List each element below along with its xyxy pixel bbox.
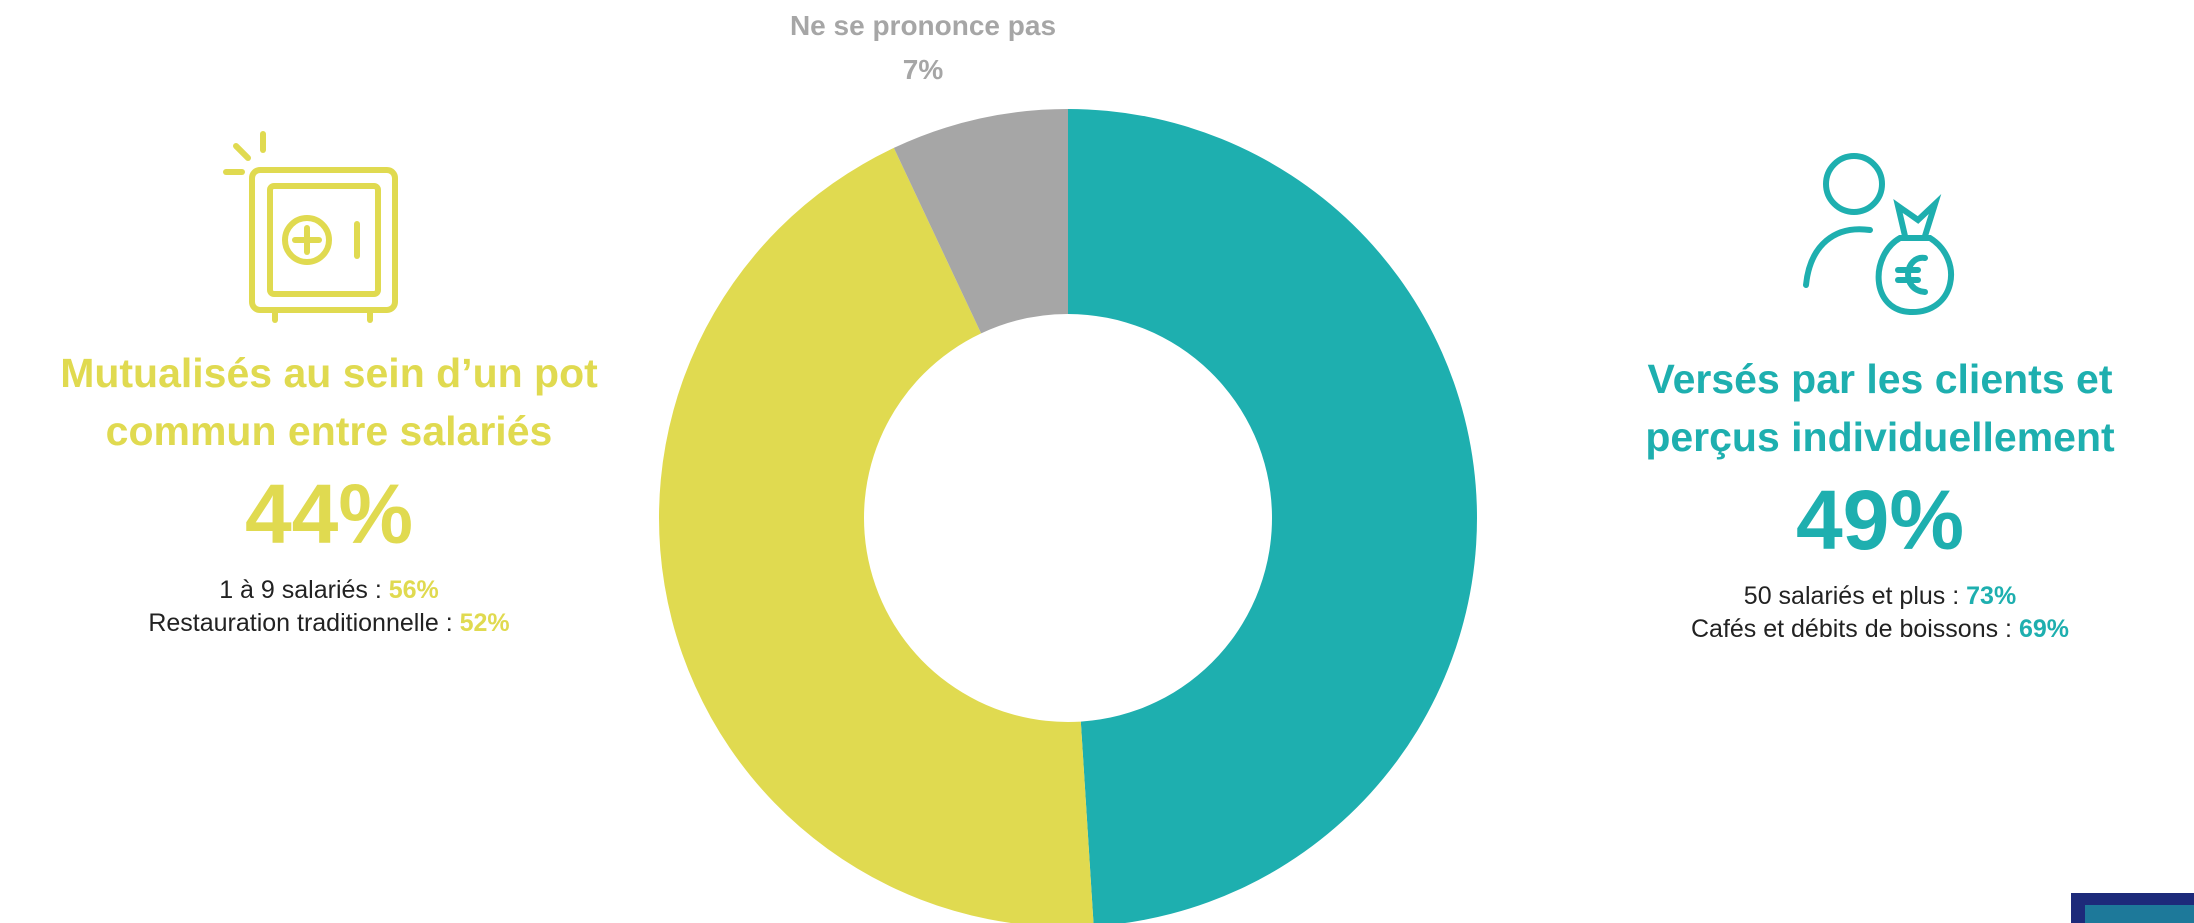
client-icon [1803,153,1955,316]
detail-value: 52% [459,609,510,637]
logo [2071,893,2194,923]
detail-text: 1 à 9 salariés : [219,576,382,604]
safe-icon [223,131,398,323]
percent-label: 7% [902,54,944,85]
detail-text: 50 salariés et plus : [1743,582,1960,610]
category-title: Ne se prononce pas [789,10,1057,41]
donut-slice [659,147,1094,923]
percent-label: 44% [244,467,414,561]
percent-label: 49% [1795,473,1965,567]
gray-block: Ne se prononce pas 7% [723,4,1123,92]
detail-value: 69% [2018,615,2070,643]
category-title: Versés par les clients et perçus individ… [1645,356,2115,460]
details: 1 à 9 salariés : 56% Restauration traditi… [0,574,679,640]
detail-line: 1 à 9 salariés : 56% [0,574,679,607]
teal-block: Versés par les clients et perçus individ… [1530,350,2194,646]
yellow-block: Mutualisés au sein d’un pot commun entre… [0,344,679,640]
donut-slice [1068,109,1477,923]
details: 50 salariés et plus : 73% Cafés et débits… [1530,580,2194,646]
detail-text: Cafés et débits de boissons : [1690,615,2013,643]
detail-value: 56% [388,576,439,604]
detail-value: 73% [1966,582,2017,610]
detail-line: Cafés et débits de boissons : 69% [1530,613,2194,646]
category-title: Mutualisés au sein d’un pot commun entre… [60,350,598,454]
detail-line: Restauration traditionnelle : 52% [0,607,679,640]
detail-text: Restauration traditionnelle : [148,609,453,637]
donut-slice [893,109,1068,334]
detail-line: 50 salariés et plus : 73% [1530,580,2194,613]
